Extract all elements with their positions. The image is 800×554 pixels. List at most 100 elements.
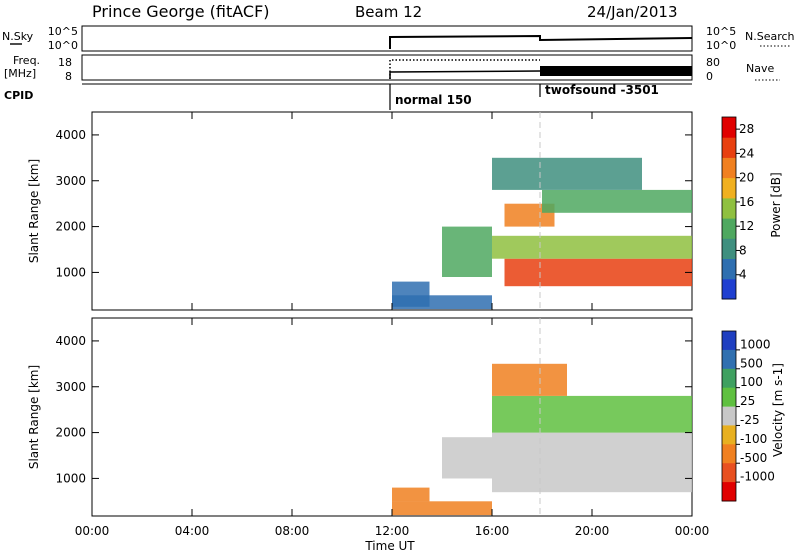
velocity-colorbar-swatch bbox=[722, 406, 736, 426]
velocity-colorbar-swatch bbox=[722, 349, 736, 370]
velocity-colorbar-swatch bbox=[722, 331, 736, 351]
velocity-colorbar-tick: -500 bbox=[740, 451, 767, 465]
time-axis-labels: 00:00 04:00 08:00 12:00 16:00 20:00 00:00 bbox=[75, 524, 710, 538]
nsky-trace bbox=[389, 34, 693, 49]
x-tick-label: 04:00 bbox=[175, 524, 210, 538]
power-region-2 bbox=[442, 226, 492, 277]
power-colorbar-tick: 28 bbox=[739, 122, 754, 136]
velocity-regions bbox=[392, 363, 692, 516]
velocity-region-1 bbox=[392, 501, 492, 516]
nave-trace bbox=[389, 59, 540, 79]
nsky-tick-bottom: 10^0 bbox=[48, 39, 78, 52]
velocity-colorbar-swatch bbox=[722, 387, 736, 408]
cpid-label: CPID bbox=[4, 89, 33, 102]
velocity-colorbar-swatch bbox=[722, 444, 736, 464]
power-region-6 bbox=[542, 189, 692, 213]
power-colorbar-swatch bbox=[722, 197, 736, 219]
nave-tick-bottom: 0 bbox=[706, 70, 713, 83]
power-colorbar-tick: 20 bbox=[739, 171, 754, 185]
power-region-1 bbox=[392, 295, 492, 310]
velocity-region-5 bbox=[492, 363, 567, 396]
date-label: 24/Jan/2013 bbox=[587, 3, 678, 21]
power-region-4 bbox=[492, 235, 692, 259]
power-colorbar-label: Power [dB] bbox=[769, 172, 783, 237]
power-region-7 bbox=[492, 157, 642, 190]
power-regions bbox=[392, 157, 692, 310]
power-ytick-label: 2000 bbox=[55, 220, 86, 234]
velocity-colorbar-swatch bbox=[722, 425, 736, 445]
velocity-y-ticks: 1000 2000 3000 4000 bbox=[55, 334, 692, 485]
velocity-colorbar-tick: 1000 bbox=[740, 337, 771, 351]
x-tick-label: 08:00 bbox=[275, 524, 310, 538]
velocity-region-4 bbox=[492, 395, 692, 433]
freq-panel: Freq. [MHz] 18 8 80 0 Nave bbox=[4, 54, 780, 83]
nsearch-label: N.Search bbox=[745, 30, 795, 43]
velocity-ytick-label: 4000 bbox=[55, 334, 86, 348]
power-y-ticks: 1000 2000 3000 4000 bbox=[55, 128, 692, 279]
power-ytick-label: 1000 bbox=[55, 265, 86, 279]
velocity-colorbar-tick: -100 bbox=[740, 432, 767, 446]
beam-label: Beam 12 bbox=[355, 3, 422, 21]
power-colorbar-swatch bbox=[722, 117, 736, 138]
power-colorbar-tick: 4 bbox=[739, 268, 747, 282]
power-colorbar-tick: 8 bbox=[739, 243, 747, 257]
freq-unit-label: [MHz] bbox=[4, 67, 36, 80]
power-colorbar-swatch bbox=[722, 258, 736, 280]
velocity-colorbar-tick: 100 bbox=[740, 375, 763, 389]
velocity-ytick-label: 1000 bbox=[55, 471, 86, 485]
power-colorbar-swatch bbox=[722, 137, 736, 158]
cpid-normal: normal 150 bbox=[395, 93, 472, 107]
power-colorbar-swatch bbox=[722, 177, 736, 199]
x-tick-label: 16:00 bbox=[475, 524, 510, 538]
radar-title: Prince George (fitACF) bbox=[92, 2, 270, 21]
power-colorbar-tick: 24 bbox=[739, 146, 754, 160]
power-x-ticks bbox=[91, 112, 693, 310]
nave-tick-top: 80 bbox=[706, 56, 720, 69]
cpid-row: CPID normal 150 twofsound -3501 bbox=[4, 83, 692, 110]
velocity-panel: 1000 2000 3000 4000 Slant Range [km] 1000 50… bbox=[27, 317, 785, 517]
power-region-3 bbox=[504, 258, 692, 287]
power-colorbar-swatch bbox=[722, 278, 736, 300]
velocity-colorbar-label: Velocity [m s-1] bbox=[771, 363, 785, 457]
nsky-panel: N.Sky 10^5 10^0 10^5 10^0 N.Search bbox=[2, 25, 795, 52]
velocity-ytick-label: 3000 bbox=[55, 380, 86, 394]
power-colorbar-tick: 16 bbox=[739, 195, 754, 209]
cpid-twofsound: twofsound -3501 bbox=[545, 83, 659, 97]
x-tick-label: 20:00 bbox=[575, 524, 610, 538]
x-tick-label: 00:00 bbox=[75, 524, 110, 538]
nsky-tick-top: 10^5 bbox=[48, 25, 78, 38]
power-colorbar-swatch bbox=[722, 218, 736, 239]
velocity-colorbar-tick: -1000 bbox=[740, 470, 775, 484]
power-colorbar-tick: 12 bbox=[739, 219, 754, 233]
nave-label: Nave bbox=[746, 62, 774, 75]
freq-trace bbox=[389, 70, 541, 79]
velocity-region-2 bbox=[442, 437, 492, 479]
velocity-x-ticks bbox=[91, 318, 693, 516]
x-axis-label: Time UT bbox=[364, 539, 415, 553]
velocity-colorbar-tick: 25 bbox=[740, 394, 755, 408]
twofsound-block bbox=[540, 66, 692, 76]
velocity-colorbar-swatch bbox=[722, 482, 736, 502]
power-ytick-label: 3000 bbox=[55, 174, 86, 188]
velocity-colorbar: 1000 500 100 25 -25 -100 -500 -1000 bbox=[721, 330, 775, 502]
x-tick-label: 00:00 bbox=[675, 524, 710, 538]
power-ylabel: Slant Range [km] bbox=[27, 159, 41, 263]
velocity-region-0 bbox=[392, 487, 430, 502]
velocity-colorbar-swatch bbox=[722, 463, 736, 483]
nsky-label: N.Sky bbox=[2, 30, 34, 43]
nsearch-tick-bottom: 10^0 bbox=[706, 39, 736, 52]
nsearch-tick-top: 10^5 bbox=[706, 25, 736, 38]
velocity-ytick-label: 2000 bbox=[55, 426, 86, 440]
velocity-ylabel: Slant Range [km] bbox=[27, 365, 41, 469]
power-colorbar-swatch bbox=[722, 157, 736, 179]
freq-tick-bottom: 8 bbox=[65, 70, 72, 83]
velocity-colorbar-tick: -25 bbox=[740, 413, 760, 427]
freq-label: Freq. bbox=[13, 54, 40, 67]
power-colorbar: 4 8 12 16 20 24 28 bbox=[721, 116, 754, 300]
velocity-colorbar-tick: 500 bbox=[740, 356, 763, 370]
power-colorbar-swatch bbox=[722, 238, 736, 259]
freq-tick-top: 18 bbox=[58, 56, 72, 69]
power-ytick-label: 4000 bbox=[55, 128, 86, 142]
power-panel: 1000 2000 3000 4000 Slant Range [km] 4 8 12 16… bbox=[27, 111, 783, 311]
